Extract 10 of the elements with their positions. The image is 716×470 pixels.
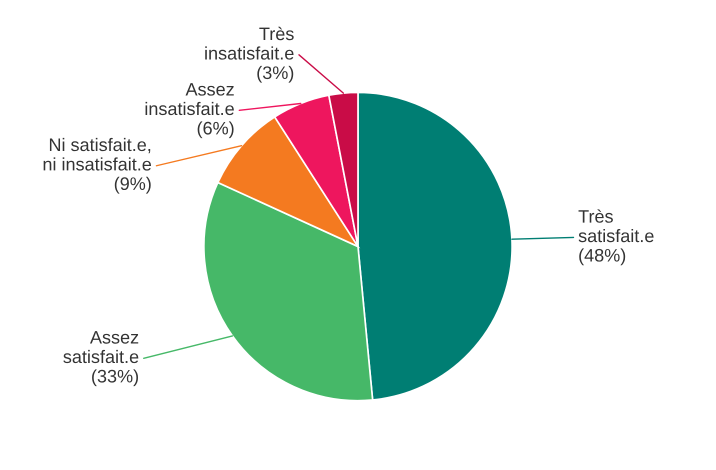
slice-label: Très insatisfait.e bbox=[205, 26, 294, 60]
data-label: (33%) bbox=[92, 369, 138, 386]
data-label: (6%) bbox=[198, 121, 234, 138]
slice-label: Très satisfait.e bbox=[578, 209, 654, 242]
data-label: (9%) bbox=[114, 176, 151, 194]
slice-label: Assez insatisfait.e bbox=[146, 83, 234, 116]
slice-label: Ni satisfait.e, ni insatisfait.e bbox=[44, 138, 152, 171]
data-label: (3%) bbox=[257, 66, 294, 83]
slice-label: Assez satisfait.e bbox=[63, 331, 138, 364]
data-label: (48%) bbox=[579, 248, 626, 266]
